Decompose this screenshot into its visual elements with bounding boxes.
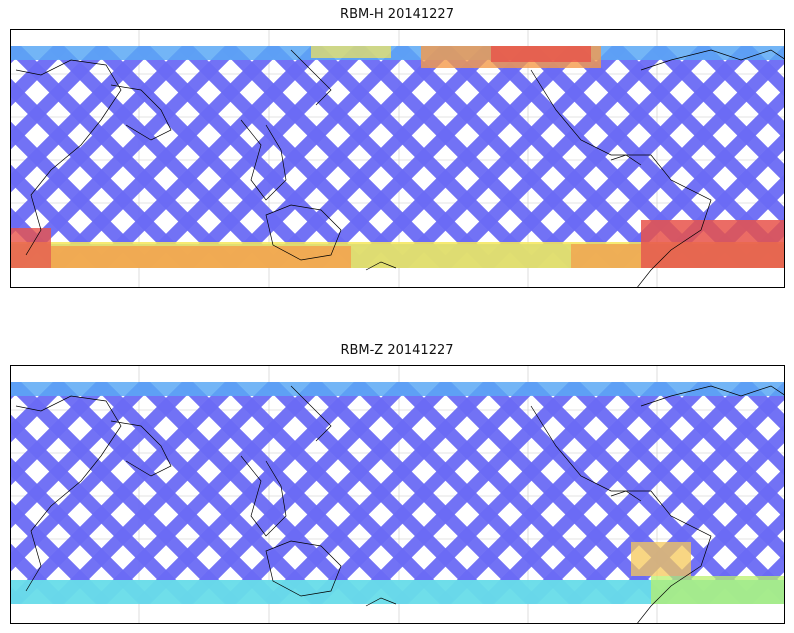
coastline [530, 69, 712, 287]
hot-region-north-core [491, 46, 591, 62]
hot-region-south-west [51, 246, 351, 268]
track-ascending [738, 46, 784, 97]
track-descending [523, 46, 755, 268]
track-descending [179, 46, 411, 268]
track-ascending [11, 164, 110, 268]
coastline [240, 455, 287, 537]
coastline [610, 154, 642, 166]
track-descending [11, 46, 196, 236]
band-north [11, 46, 784, 60]
coastline [290, 385, 332, 442]
hot-region-southeast [641, 220, 784, 268]
panel-title-rbm-h: RBM-H 20141227 [340, 7, 454, 22]
coastline [640, 49, 784, 71]
track-descending [11, 382, 24, 400]
track-ascending [11, 543, 67, 604]
coastline [365, 261, 397, 271]
track-descending [222, 382, 454, 604]
coastline [290, 49, 332, 106]
map-svg-rbm-h [11, 30, 784, 287]
track-descending [308, 46, 540, 268]
coastline [365, 597, 397, 607]
track-descending [11, 382, 153, 529]
coastline [265, 540, 342, 597]
coastline [110, 84, 172, 141]
track-descending [265, 382, 497, 604]
hot-region-southwest [11, 228, 51, 268]
coastline [265, 204, 342, 261]
track-descending [308, 382, 540, 604]
track-ascending [11, 500, 110, 604]
track-ascending [11, 586, 24, 604]
panel-rbm-z: RBM-Z 20141227 [0, 336, 794, 633]
track-descending [136, 382, 368, 604]
band-north [11, 382, 784, 396]
coastline [610, 490, 642, 502]
warm-region-southeast [571, 244, 641, 268]
track-descending [394, 382, 626, 604]
hot-region-southeast [631, 542, 691, 576]
track-descending [480, 46, 712, 268]
coastline [530, 405, 712, 623]
track-descending [136, 46, 368, 268]
map-svg-rbm-z [11, 366, 784, 623]
coastlines [15, 385, 784, 623]
track-descending [566, 382, 784, 604]
track-descending [437, 46, 669, 268]
track-descending [50, 46, 282, 268]
track-descending [11, 382, 110, 486]
warm-region-north [311, 46, 391, 58]
panel-rbm-h: RBM-H 20141227 [0, 0, 794, 300]
map-rbm-h [10, 29, 785, 288]
panel-title-rbm-z: RBM-Z 20141227 [340, 343, 454, 358]
coastline [15, 395, 122, 592]
map-rbm-z [10, 365, 785, 624]
track-descending [394, 46, 626, 268]
track-descending [179, 382, 411, 604]
track-descending [11, 382, 67, 443]
track-descending [351, 46, 583, 268]
track-descending [738, 553, 784, 604]
track-descending [695, 510, 784, 604]
track-descending [265, 46, 497, 268]
coastline [240, 119, 287, 201]
track-descending [11, 46, 153, 193]
coastline [640, 385, 784, 407]
coastlines [15, 49, 784, 287]
track-descending [566, 46, 784, 268]
track-descending [50, 382, 282, 604]
track-descending [437, 382, 669, 604]
track-descending [11, 46, 110, 150]
track-descending [523, 382, 755, 604]
track-descending [652, 467, 784, 604]
coastline [110, 420, 172, 477]
warm-region-southeast [651, 576, 784, 604]
satellite-tracks [11, 46, 784, 268]
satellite-tracks [11, 382, 784, 604]
track-descending [351, 382, 583, 604]
track-descending [11, 46, 67, 107]
track-descending [11, 382, 239, 604]
coastline [15, 59, 122, 256]
track-ascending [738, 382, 784, 433]
track-descending [93, 382, 325, 604]
track-descending [11, 382, 196, 572]
track-descending [480, 382, 712, 604]
track-descending [222, 46, 454, 268]
track-descending [93, 46, 325, 268]
track-ascending [695, 46, 784, 140]
track-ascending [695, 382, 784, 476]
